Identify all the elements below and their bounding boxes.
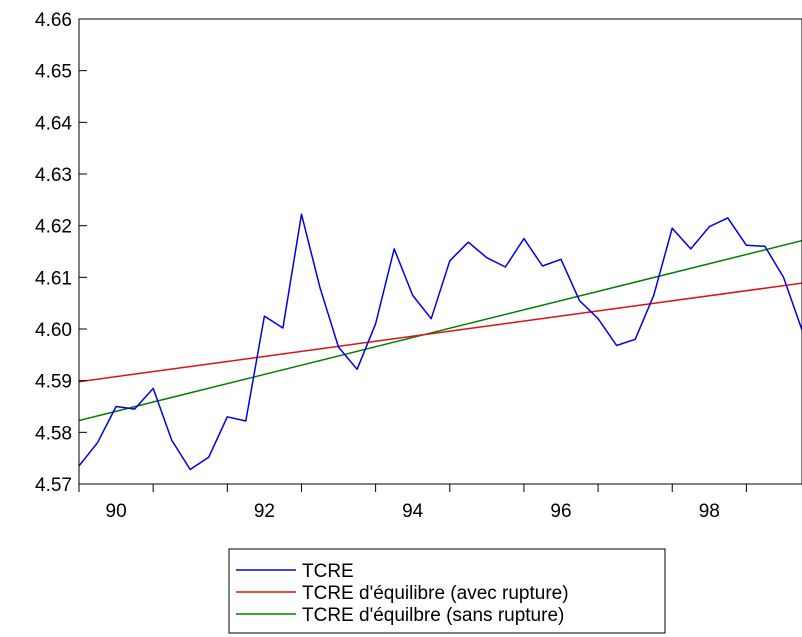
y-tick-label: 4.58	[35, 423, 72, 444]
x-tick-label: 94	[402, 501, 424, 522]
y-tick-label: 4.66	[35, 10, 72, 31]
series-lines	[79, 213, 802, 471]
x-tick-label: 90	[106, 501, 127, 522]
y-tick-label: 4.57	[35, 475, 72, 496]
x-tick-label: 92	[254, 501, 275, 522]
y-tick-label: 4.62	[35, 217, 72, 238]
y-tick-label: 4.65	[35, 62, 72, 83]
x-tick-label: 98	[699, 501, 720, 522]
legend-label: TCRE d'équilbre (sans rupture)	[302, 605, 564, 626]
series-line-1	[79, 282, 802, 383]
y-axis: 4.57 4.58 4.59 4.60 4.61 4.62 4.63 4.64 4.65 4.66	[35, 10, 87, 496]
y-tick-label: 4.64	[35, 113, 72, 134]
y-tick-label: 4.63	[35, 165, 72, 186]
legend-box	[228, 548, 666, 634]
x-axis: 90929496980002040608	[78, 484, 747, 522]
legend-label: TCRE	[302, 561, 354, 582]
y-tick-label: 4.60	[35, 320, 72, 341]
y-tick-label: 4.61	[35, 268, 72, 289]
series-line-2	[79, 239, 802, 422]
legend-label: TCRE d'équilibre (avec rupture)	[302, 583, 569, 604]
plot-frame	[78, 18, 802, 485]
series-line-0	[79, 213, 802, 471]
x-tick-label: 96	[550, 501, 571, 522]
y-tick-label: 4.59	[35, 372, 72, 393]
